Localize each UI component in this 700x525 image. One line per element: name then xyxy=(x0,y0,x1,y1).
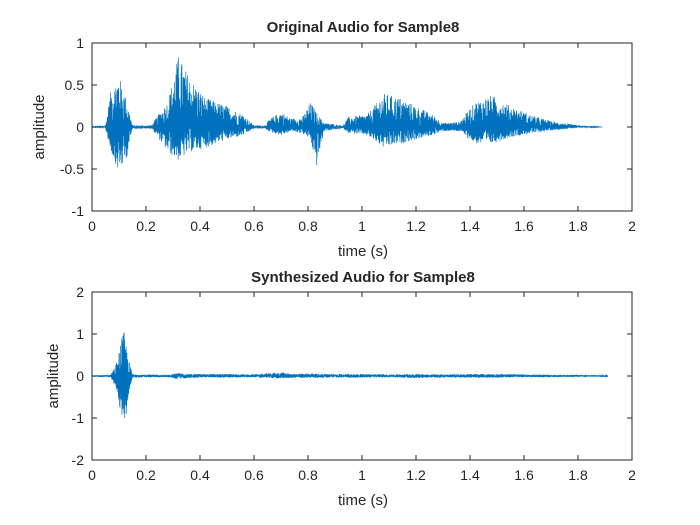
original-x-tick-label: 0.6 xyxy=(244,218,264,234)
synthesized-x-tick-label: 1.4 xyxy=(460,467,480,483)
synthesized-x-tick-label: 0.2 xyxy=(136,467,156,483)
synthesized-y-tick-label: 0 xyxy=(76,368,84,384)
synthesized-x-tick-label: 0.4 xyxy=(190,467,210,483)
original-x-tick-label: 1.2 xyxy=(406,218,426,234)
original-x-tick-label: 0.2 xyxy=(136,218,156,234)
original-y-axis-label: amplitude xyxy=(31,94,48,159)
original-x-tick-label: 0.4 xyxy=(190,218,210,234)
original-x-tick-label: 0.8 xyxy=(298,218,318,234)
synthesized-y-tick-label: 1 xyxy=(76,326,84,342)
original-y-tick-label: -1 xyxy=(72,203,85,219)
synthesized-x-tick-label: 1.8 xyxy=(568,467,588,483)
synthesized-waveform-line xyxy=(91,332,609,418)
original-x-tick-label: 1.8 xyxy=(568,218,588,234)
original-y-tick-label: 1 xyxy=(76,35,84,51)
synthesized-x-tick-label: 1.2 xyxy=(406,467,426,483)
original-y-tick-label: 0.5 xyxy=(65,77,85,93)
original-x-tick-label: 1.4 xyxy=(460,218,480,234)
synthesized-x-tick-label: 0.6 xyxy=(244,467,264,483)
synthesized-x-tick-label: 0.8 xyxy=(298,467,318,483)
synthesized-audio-title: Synthesized Audio for Sample8 xyxy=(251,269,475,286)
original-x-axis-label: time (s) xyxy=(338,243,388,260)
synthesized-x-tick-label: 1.6 xyxy=(514,467,534,483)
synthesized-y-axis-label: amplitude xyxy=(45,343,62,408)
original-y-tick-label: 0 xyxy=(76,119,84,135)
original-x-tick-label: 2 xyxy=(628,218,636,234)
original-x-tick-label: 1.6 xyxy=(514,218,534,234)
original-axes: 0 0.2 0.4 0.6 0.8 1 1.2 1.4 1.6 1.8 2 1 0.5 0 -0.5 -1 xyxy=(60,35,636,234)
synthesized-audio-plot: Synthesized Audio for Sample8 0 0.2 0.4 0.6… xyxy=(45,269,636,509)
synthesized-y-tick-label: 2 xyxy=(76,284,84,300)
synthesized-y-tick-label: -2 xyxy=(72,452,85,468)
synthesized-y-tick-label: -1 xyxy=(72,410,85,426)
original-y-tick-label: -0.5 xyxy=(60,161,84,177)
synthesized-x-tick-label: 2 xyxy=(628,467,636,483)
original-x-tick-label: 1 xyxy=(358,218,366,234)
original-audio-title: Original Audio for Sample8 xyxy=(267,19,460,36)
original-waveform-line xyxy=(91,57,603,168)
original-waveform xyxy=(91,57,603,168)
synthesized-waveform xyxy=(91,332,609,418)
synthesized-x-axis-label: time (s) xyxy=(338,492,388,509)
original-axes-box xyxy=(91,42,633,212)
synthesized-axes-box xyxy=(91,291,633,461)
synthesized-axes: 0 0.2 0.4 0.6 0.8 1 1.2 1.4 1.6 1.8 2 2 1 0 -1 -2 xyxy=(72,284,637,483)
original-x-tick-label: 0 xyxy=(88,218,96,234)
original-audio-plot: Original Audio for Sample8 0 0.2 0.4 0.6 0.8… xyxy=(31,19,636,260)
synthesized-x-tick-label: 1 xyxy=(358,467,366,483)
synthesized-x-tick-label: 0 xyxy=(88,467,96,483)
